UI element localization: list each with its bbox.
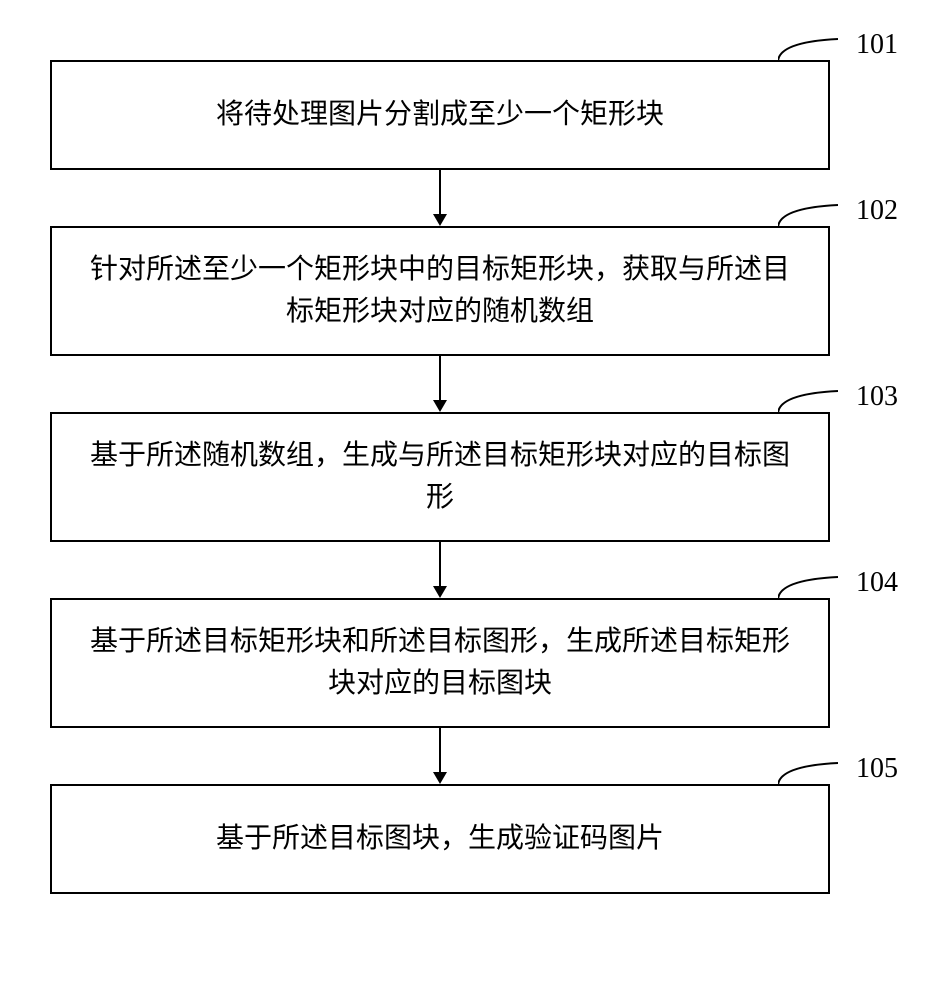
arrow-down-icon bbox=[50, 170, 830, 226]
step-label: 102 bbox=[856, 190, 898, 232]
step-box-103: 103 基于所述随机数组，生成与所述目标矩形块对应的目标图形 bbox=[50, 412, 830, 542]
arrow-down-icon bbox=[50, 356, 830, 412]
step-text: 针对所述至少一个矩形块中的目标矩形块，获取与所述目标矩形块对应的随机数组 bbox=[82, 249, 798, 333]
callout-leader-icon bbox=[778, 38, 838, 62]
step-label: 103 bbox=[856, 376, 898, 418]
step-box-104: 104 基于所述目标矩形块和所述目标图形，生成所述目标矩形块对应的目标图块 bbox=[50, 598, 830, 728]
arrow-down-icon bbox=[50, 542, 830, 598]
step-label: 101 bbox=[856, 24, 898, 66]
step-box-101: 101 将待处理图片分割成至少一个矩形块 bbox=[50, 60, 830, 170]
callout-leader-icon bbox=[778, 576, 838, 600]
arrow-down-icon bbox=[50, 728, 830, 784]
callout-leader-icon bbox=[778, 390, 838, 414]
step-text: 将待处理图片分割成至少一个矩形块 bbox=[216, 94, 664, 136]
step-text: 基于所述随机数组，生成与所述目标矩形块对应的目标图形 bbox=[82, 435, 798, 519]
step-box-105: 105 基于所述目标图块，生成验证码图片 bbox=[50, 784, 830, 894]
callout-leader-icon bbox=[778, 762, 838, 786]
step-label: 104 bbox=[856, 562, 898, 604]
step-text: 基于所述目标矩形块和所述目标图形，生成所述目标矩形块对应的目标图块 bbox=[82, 621, 798, 705]
flowchart-container: 101 将待处理图片分割成至少一个矩形块 102 针对所述至少一个矩形块中的目标… bbox=[50, 60, 910, 894]
step-text: 基于所述目标图块，生成验证码图片 bbox=[216, 818, 664, 860]
callout-leader-icon bbox=[778, 204, 838, 228]
step-box-102: 102 针对所述至少一个矩形块中的目标矩形块，获取与所述目标矩形块对应的随机数组 bbox=[50, 226, 830, 356]
step-label: 105 bbox=[856, 748, 898, 790]
